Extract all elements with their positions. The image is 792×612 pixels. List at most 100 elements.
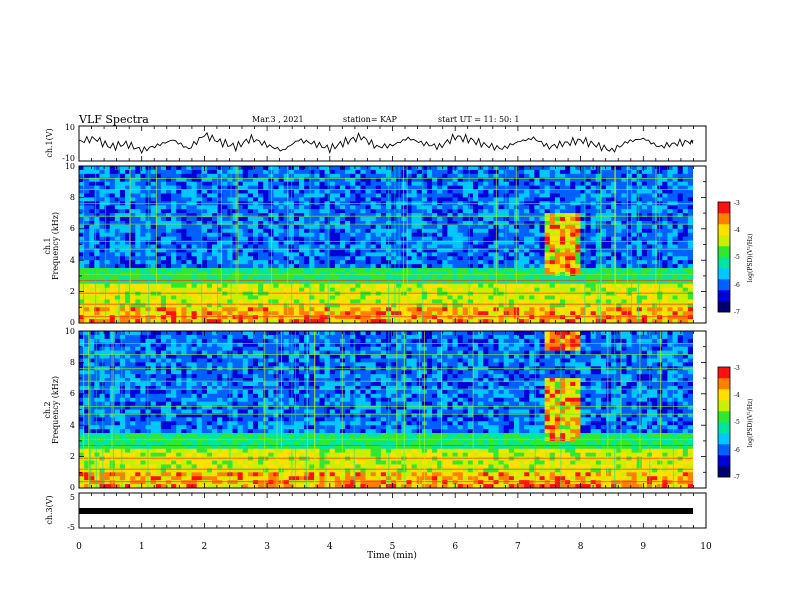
spectrogram-cell [575,248,581,253]
spectrogram-cell [447,169,453,175]
spectrogram-cell [616,169,622,175]
spectrogram-cell [641,181,648,186]
spectrogram-cell [130,303,136,308]
spectrogram-cell [529,283,535,288]
spectrogram-cell [611,275,617,281]
spectrogram-cell [406,252,412,257]
spectrogram-cell [667,228,673,234]
spectrogram-cell [575,315,581,320]
spectrogram-cell [498,303,504,308]
spectrogram-cell [687,185,694,190]
spectrogram-cell [641,303,648,308]
spectrogram-cell [452,205,458,210]
spectrogram-cell [339,197,346,202]
spectrogram-cell [299,197,305,202]
spectrogram-cell [682,260,689,265]
spectrogram-cell [580,248,586,253]
spectrogram-cell [447,299,453,304]
spectrogram-cell [99,173,105,179]
spectrogram-cell [314,193,320,198]
spectrogram-cell [237,303,244,308]
spectrogram-cell [165,181,172,186]
spectrogram-cell [667,220,673,226]
spectrogram-cell [457,185,464,190]
spectrogram-cell [421,268,428,273]
spectrogram-cell [119,252,126,257]
spectrogram-cell [242,283,249,288]
spectrogram-cell [432,287,438,292]
spectrogram-cell [370,275,377,281]
spectrogram-cell [293,213,300,218]
spectrogram-cell [191,319,197,324]
spectrogram-cell [621,224,627,230]
spectrogram-cell [529,213,535,218]
spectrogram-cell [232,311,238,316]
spectrogram-cell [114,307,121,312]
spectrogram-cell [104,315,110,320]
spectrogram-cell [534,224,540,230]
spectrogram-cell [247,252,254,257]
spectrogram-cell [345,205,351,210]
spectrogram-cell [79,287,85,292]
spectrogram-cell [99,244,105,249]
spectrogram-cell [319,268,325,273]
spectrogram-cell [682,173,689,179]
spectrogram-cell [641,295,648,300]
spectrogram-cell [508,220,515,226]
spectrogram-cell [237,275,244,281]
spectrogram-cell [355,283,361,288]
spectrogram-cell [406,181,412,186]
spectrogram-cell [452,307,458,312]
spectrogram-cell [79,260,85,265]
spectrogram-cell [646,181,653,186]
spectrogram-cell [457,248,464,253]
spectrogram-cell [165,244,172,249]
spectrogram-cell [109,228,116,234]
spectrogram-cell [165,319,172,324]
spectrogram-cell [150,244,157,249]
spectrogram-cell [462,185,469,190]
spectrogram-cell [401,185,407,190]
spectrogram-cell [304,248,310,253]
spectrogram-cell [125,295,131,300]
spectrogram-cell [432,264,438,269]
spectrogram-cell [258,224,264,230]
spectrogram-cell [104,205,110,210]
spectrogram-cell [472,315,479,320]
spectrogram-cell [662,181,668,186]
spectrogram-cell [590,169,597,175]
spectrogram-cell [616,303,622,308]
spectrogram-cell [457,224,464,230]
spectrogram-cell [273,268,279,273]
spectrogram-cell [437,193,443,198]
spectrogram-cell [247,220,254,226]
spectrogram-cell [222,177,228,182]
spectrogram-cell [125,303,131,308]
spectrogram-cell [130,256,136,261]
spectrogram-cell [406,244,412,249]
spectrogram-cell [406,256,412,261]
spectrogram-cell [339,213,346,218]
spectrogram-cell [268,311,274,316]
spectrogram-cell [631,315,638,320]
spectrogram-cell [677,295,684,300]
spectrogram-cell [611,169,617,175]
spectrogram-cell [570,169,576,175]
spectrogram-cell [309,275,315,281]
spectrogram-cell [350,169,356,175]
spectrogram-cell [416,244,423,249]
spectrogram-cell [309,264,315,269]
spectrogram-cell [237,217,244,222]
spectrogram-cell [125,193,131,198]
spectrogram-cell [171,220,177,226]
spectrogram-cell [217,252,223,257]
spectrogram-cell [217,283,223,288]
spectrogram-cell [472,209,479,214]
spectrogram-cell [79,409,85,414]
spectrogram-cell [329,311,336,316]
spectrogram-cell [687,287,694,292]
spectrogram-cell [616,224,622,230]
spectrogram-cell [646,189,653,194]
spectrogram-cell [355,181,361,186]
spectrogram-cell [478,169,484,175]
